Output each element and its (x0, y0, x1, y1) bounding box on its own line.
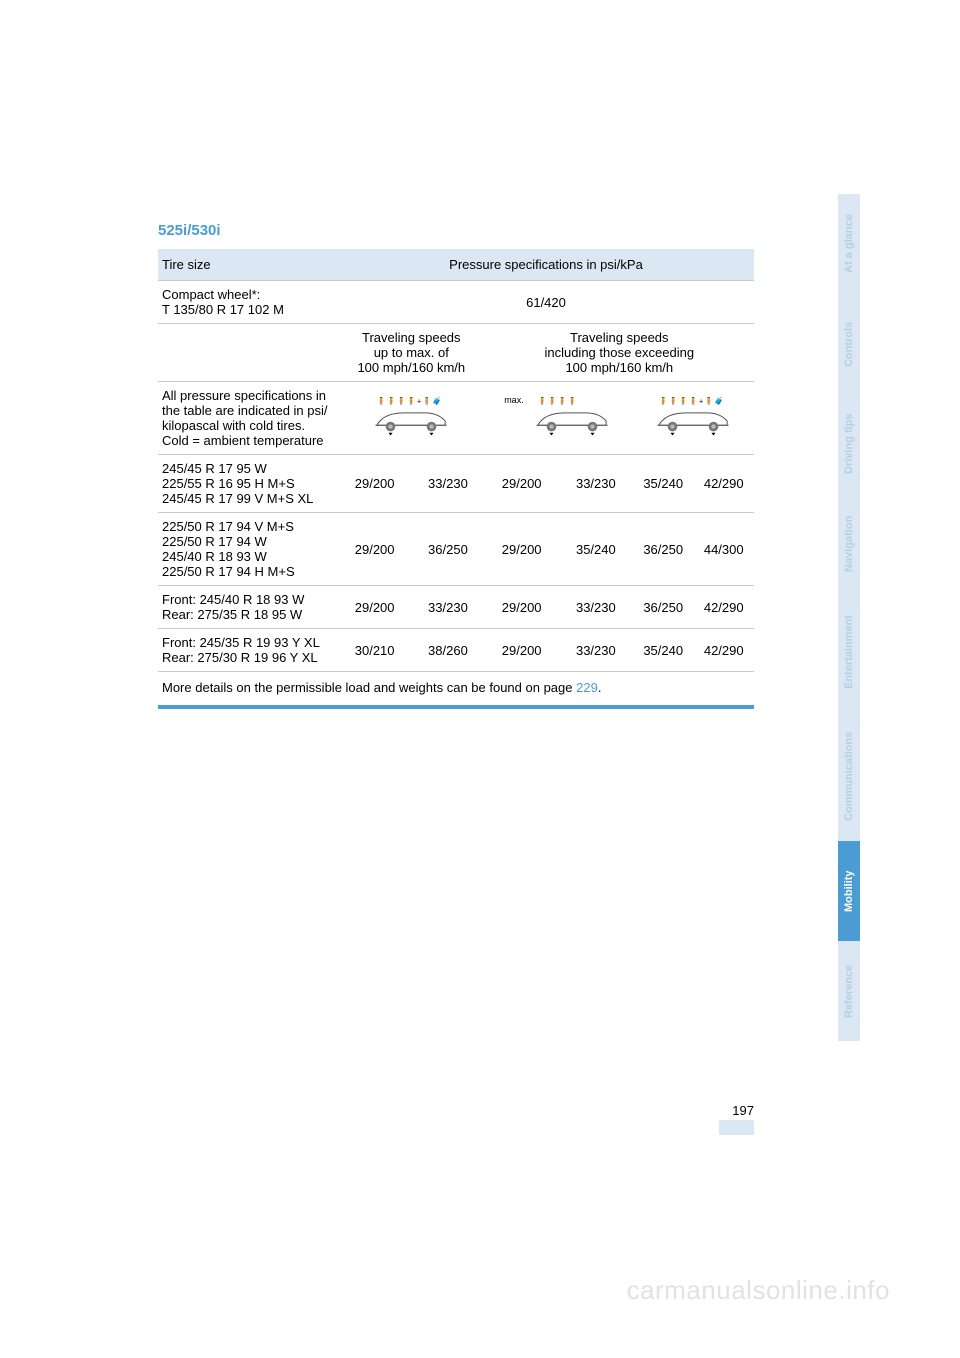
table-row: Front: 245/40 R 18 93 W Rear: 275/35 R 1… (158, 586, 754, 629)
footer-note: More details on the permissible load and… (158, 672, 754, 704)
val: 35/240 (633, 629, 694, 672)
compact-wheel-spec: T 135/80 R 17 102 M (162, 302, 284, 317)
page-ref-link[interactable]: 229 (576, 680, 598, 695)
val: 33/230 (559, 586, 633, 629)
car-icon-partial-load: 🧍🧍🧍🧍+🧍🧳 (338, 382, 485, 455)
tire-pressure-table: Tire size Pressure specifications in psi… (158, 249, 754, 703)
watermark: carmanualsonline.info (627, 1275, 890, 1306)
svg-text:🧍🧍🧍🧍+🧍🧳: 🧍🧍🧍🧍+🧍🧳 (377, 396, 442, 405)
val: 29/200 (485, 629, 559, 672)
val: 35/240 (559, 513, 633, 586)
compact-wheel-row: Compact wheel*: T 135/80 R 17 102 M 61/4… (158, 281, 754, 324)
table-row: 225/50 R 17 94 V M+S 225/50 R 17 94 W 24… (158, 513, 754, 586)
table-bottom-divider (158, 705, 754, 709)
page-number: 197 (704, 1103, 754, 1118)
model-title: 525i/530i (158, 222, 754, 239)
speed-header-row: Traveling speeds up to max. of 100 mph/1… (158, 324, 754, 382)
tire-spec: 245/45 R 17 95 W 225/55 R 16 95 H M+S 24… (158, 455, 338, 513)
val: 42/290 (693, 586, 754, 629)
tire-spec: Front: 245/40 R 18 93 W Rear: 275/35 R 1… (158, 586, 338, 629)
val: 35/240 (633, 455, 694, 513)
footer-suffix: . (598, 680, 602, 695)
val: 29/200 (338, 586, 411, 629)
val: 36/250 (633, 513, 694, 586)
tab-navigation[interactable]: Navigation (838, 494, 860, 594)
note-icon-row: All pressure specifications in the table… (158, 382, 754, 455)
table-row: 245/45 R 17 95 W 225/55 R 16 95 H M+S 24… (158, 455, 754, 513)
pressure-note: All pressure specifications in the table… (158, 382, 338, 455)
val: 29/200 (485, 455, 559, 513)
tab-entertainment[interactable]: Entertainment (838, 594, 860, 711)
val: 33/230 (411, 455, 484, 513)
car-icon-max-load: max. 🧍🧍🧍🧍 (485, 382, 633, 455)
tab-communications[interactable]: Communications (838, 711, 860, 841)
tab-driving-tips[interactable]: Driving tips (838, 394, 860, 494)
val: 29/200 (485, 586, 559, 629)
val: 33/230 (559, 455, 633, 513)
note-l3: kilopascal with cold tires. (162, 418, 305, 433)
tab-mobility[interactable]: Mobility (838, 841, 860, 941)
val: 29/200 (338, 513, 411, 586)
val: 30/210 (338, 629, 411, 672)
table-row: Front: 245/35 R 19 93 Y XL Rear: 275/30 … (158, 629, 754, 672)
val: 29/200 (485, 513, 559, 586)
side-tabs: At a glance Controls Driving tips Naviga… (838, 194, 860, 1041)
tab-controls[interactable]: Controls (838, 294, 860, 394)
note-l2: the table are indicated in psi/ (162, 403, 328, 418)
col-pressure-spec: Pressure specifications in psi/kPa (338, 249, 754, 281)
page-content: 525i/530i Tire size Pressure specificati… (158, 222, 754, 709)
compact-wheel-title: Compact wheel*: (162, 287, 260, 302)
footer-text: More details on the permissible load and… (162, 680, 576, 695)
tire-spec: 225/50 R 17 94 V M+S 225/50 R 17 94 W 24… (158, 513, 338, 586)
tire-spec: Front: 245/35 R 19 93 Y XL Rear: 275/30 … (158, 629, 338, 672)
table-header-row: Tire size Pressure specifications in psi… (158, 249, 754, 281)
val: 36/250 (411, 513, 484, 586)
val: 44/300 (693, 513, 754, 586)
val: 36/250 (633, 586, 694, 629)
val: 38/260 (411, 629, 484, 672)
note-l4: Cold = ambient temperature (162, 433, 324, 448)
svg-text:🧍🧍🧍🧍: 🧍🧍🧍🧍 (538, 396, 578, 405)
col-tire-size: Tire size (158, 249, 338, 281)
compact-wheel-value: 61/420 (338, 281, 754, 324)
page-number-bar (719, 1120, 754, 1135)
car-icon-full-load: 🧍🧍🧍🧍+🧍🧳 (633, 382, 754, 455)
val: 29/200 (338, 455, 411, 513)
max-label: max. (504, 395, 528, 405)
val: 42/290 (693, 455, 754, 513)
val: 33/230 (411, 586, 484, 629)
speed-upto: Traveling speeds up to max. of 100 mph/1… (338, 324, 485, 382)
val: 42/290 (693, 629, 754, 672)
note-l1: All pressure specifications in (162, 388, 326, 403)
val: 33/230 (559, 629, 633, 672)
tab-at-a-glance[interactable]: At a glance (838, 194, 860, 294)
empty-cell (158, 324, 338, 382)
svg-text:🧍🧍🧍🧍+🧍🧳: 🧍🧍🧍🧍+🧍🧳 (659, 396, 724, 405)
tab-reference[interactable]: Reference (838, 941, 860, 1041)
compact-wheel-label: Compact wheel*: T 135/80 R 17 102 M (158, 281, 338, 324)
footer-note-row: More details on the permissible load and… (158, 672, 754, 704)
speed-over: Traveling speeds including those exceedi… (485, 324, 754, 382)
